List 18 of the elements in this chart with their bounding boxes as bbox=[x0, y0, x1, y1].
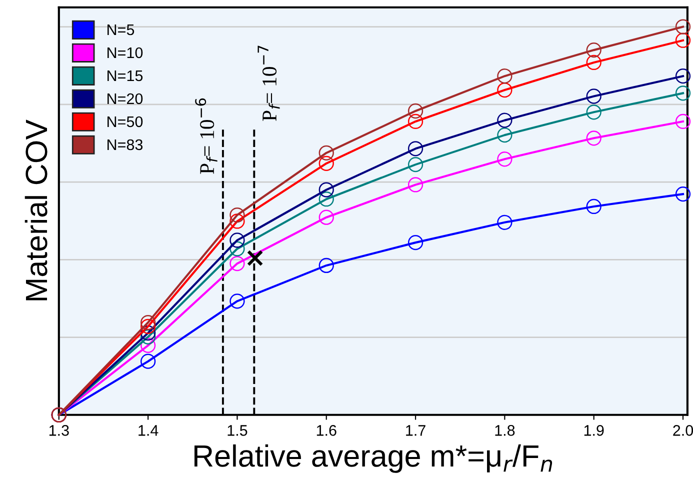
legend-label: N=5 bbox=[108, 24, 134, 36]
legend-label: N=83 bbox=[108, 139, 143, 150]
annotation: P$_{f}$= 10$^{−7}$ bbox=[258, 46, 280, 121]
x-tick-label: 1.4 bbox=[138, 425, 158, 436]
legend-label: N=10 bbox=[108, 47, 143, 58]
x-tick-label: 1.3 bbox=[49, 425, 69, 436]
legend-label: N=20 bbox=[108, 93, 143, 104]
x-tick-label: 2.0 bbox=[673, 425, 693, 436]
x-tick-label: 1.6 bbox=[316, 425, 336, 436]
x-axis-title: Relative average m*=μ$_{r}$/F$_{n}$ bbox=[194, 444, 552, 473]
x-tick-label: 1.9 bbox=[584, 425, 604, 436]
x-tick-label: 1.7 bbox=[406, 425, 426, 436]
legend-label: N=15 bbox=[108, 70, 143, 82]
annotation: P$_{f}$= 10$^{−6}$ bbox=[195, 98, 218, 174]
legend-label: N=50 bbox=[108, 116, 143, 128]
x-tick-label: 1.8 bbox=[495, 425, 515, 436]
x-tick-label: 1.5 bbox=[228, 425, 248, 436]
y-axis-title: Material COV bbox=[24, 120, 48, 300]
